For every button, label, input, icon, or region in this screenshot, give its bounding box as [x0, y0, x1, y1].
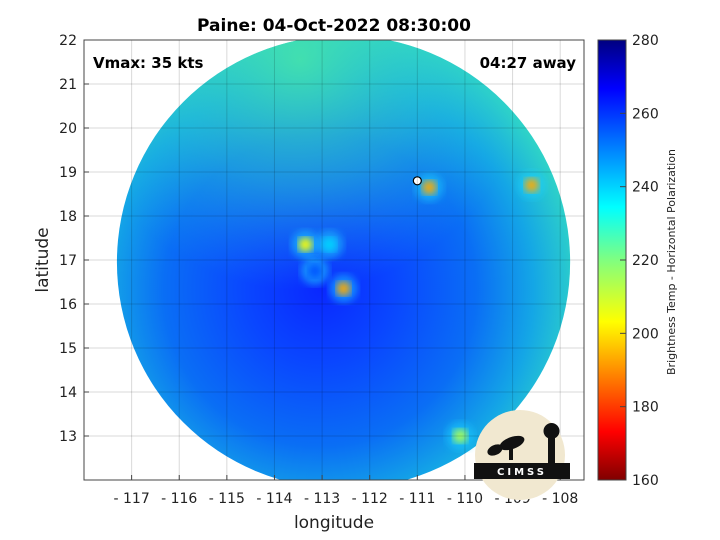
time-away-annotation: 04:27 away	[480, 54, 577, 72]
colorbar-tick-label: 280	[632, 33, 659, 49]
cimss-logo: CIMSS	[474, 410, 570, 500]
colorbar-label: Brightness Temp - Horizontal Polarizatio…	[665, 149, 678, 375]
y-tick-label: 22	[59, 33, 77, 49]
cold-core-2	[322, 237, 337, 252]
logo-water-tank	[543, 423, 560, 439]
cold-cell-5	[453, 429, 468, 443]
logo-small-dish	[487, 444, 503, 456]
x-tick-label: - 108	[542, 491, 578, 507]
y-axis-label: latitude	[33, 227, 53, 292]
y-tick-label: 17	[59, 253, 77, 269]
logo-band	[474, 463, 570, 479]
swath-north-gradient	[116, 40, 571, 480]
x-tick-label: - 114	[256, 491, 292, 507]
cold-cell-3	[298, 237, 313, 252]
y-tick-label: 19	[59, 165, 77, 181]
cold-cell-6	[422, 180, 437, 195]
logo-tower	[548, 438, 555, 464]
x-axis-label: longitude	[294, 513, 374, 533]
logo-satellite-dish	[499, 435, 525, 451]
colorbar-tick-label: 260	[632, 106, 659, 122]
vmax-annotation: Vmax: 35 kts	[93, 54, 203, 72]
logo-dish-stand	[509, 446, 513, 460]
y-axis-ticks: 13 14 15 16 17 18 19 20 21 22	[59, 33, 89, 445]
x-tick-label: - 111	[399, 491, 435, 507]
chart-title: Paine: 04-Oct-2022 08:30:00	[197, 16, 471, 36]
x-tick-label: - 110	[447, 491, 483, 507]
colorbar-tick-label: 200	[632, 326, 659, 342]
y-tick-label: 16	[59, 297, 77, 313]
colorbar-tick-label: 180	[632, 400, 659, 416]
cold-cell-4	[336, 281, 351, 296]
y-tick-label: 21	[59, 77, 77, 93]
swath-image	[116, 40, 571, 480]
y-tick-label: 18	[59, 209, 77, 225]
x-tick-label: - 115	[209, 491, 245, 507]
x-tick-label: - 112	[352, 491, 388, 507]
colorbar-tick-label: 160	[632, 473, 659, 489]
logo-text: CIMSS	[497, 467, 547, 478]
cold-cell-7	[524, 178, 539, 193]
y-tick-label: 14	[59, 385, 77, 401]
x-tick-label: - 116	[161, 491, 197, 507]
y-tick-label: 15	[59, 341, 77, 357]
plot-border	[83, 39, 585, 481]
colorbar: 160 180 200 220 240 260 280 Brightness Temp - …	[597, 33, 678, 489]
x-tick-label: - 117	[114, 491, 150, 507]
storm-center-marker	[412, 176, 422, 186]
colorbar-ticks: 160 180 200 220 240 260 280	[620, 33, 659, 489]
y-tick-label: 13	[59, 429, 77, 445]
y-tick-label: 20	[59, 121, 77, 137]
x-axis-ticks: - 117 - 116 - 115 - 114 - 113 - 112 - 111 - 110…	[114, 475, 578, 507]
plot-area: - 117 - 116 - 115 - 114 - 113 - 112 - 111 - 110…	[59, 33, 585, 507]
x-tick-label: - 113	[304, 491, 340, 507]
colorbar-tick-label: 240	[632, 180, 659, 196]
colorbar-tick-label: 220	[632, 253, 659, 269]
cold-core-1	[307, 264, 322, 278]
